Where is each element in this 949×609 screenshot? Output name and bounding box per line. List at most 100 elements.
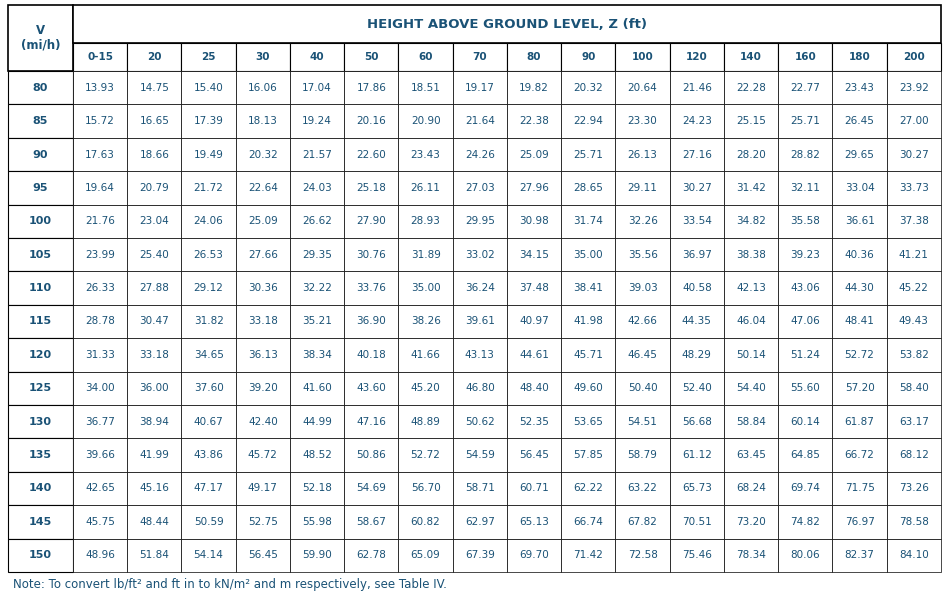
Text: 58.84: 58.84 bbox=[736, 417, 766, 427]
Text: 69.70: 69.70 bbox=[519, 551, 549, 560]
FancyBboxPatch shape bbox=[399, 538, 453, 572]
FancyBboxPatch shape bbox=[8, 304, 73, 338]
FancyBboxPatch shape bbox=[561, 272, 616, 304]
Text: 45.16: 45.16 bbox=[140, 484, 169, 493]
Text: 63.45: 63.45 bbox=[736, 450, 766, 460]
Text: 37.48: 37.48 bbox=[519, 283, 549, 293]
Text: 160: 160 bbox=[794, 52, 816, 62]
FancyBboxPatch shape bbox=[235, 338, 290, 371]
FancyBboxPatch shape bbox=[832, 304, 886, 338]
Text: 41.66: 41.66 bbox=[411, 350, 440, 360]
Text: 56.68: 56.68 bbox=[682, 417, 712, 427]
FancyBboxPatch shape bbox=[886, 205, 941, 238]
FancyBboxPatch shape bbox=[832, 138, 886, 171]
Text: 105: 105 bbox=[29, 250, 52, 259]
FancyBboxPatch shape bbox=[399, 104, 453, 138]
FancyBboxPatch shape bbox=[235, 138, 290, 171]
Text: 36.24: 36.24 bbox=[465, 283, 494, 293]
FancyBboxPatch shape bbox=[399, 338, 453, 371]
Text: 44.61: 44.61 bbox=[519, 350, 549, 360]
Text: 60.82: 60.82 bbox=[411, 517, 440, 527]
FancyBboxPatch shape bbox=[344, 405, 399, 438]
FancyBboxPatch shape bbox=[778, 338, 832, 371]
Text: 55.60: 55.60 bbox=[791, 383, 820, 393]
FancyBboxPatch shape bbox=[832, 71, 886, 104]
FancyBboxPatch shape bbox=[235, 538, 290, 572]
FancyBboxPatch shape bbox=[8, 505, 73, 538]
Text: 23.99: 23.99 bbox=[85, 250, 115, 259]
Text: 33.18: 33.18 bbox=[248, 317, 278, 326]
Text: 45.22: 45.22 bbox=[899, 283, 929, 293]
FancyBboxPatch shape bbox=[507, 71, 561, 104]
Text: 39.03: 39.03 bbox=[627, 283, 658, 293]
Text: Note: To convert lb/ft² and ft in to kN/m² and m respectively, see Table IV.: Note: To convert lb/ft² and ft in to kN/… bbox=[13, 578, 447, 591]
Text: 54.51: 54.51 bbox=[627, 417, 658, 427]
Text: 35.00: 35.00 bbox=[573, 250, 604, 259]
Text: 44.30: 44.30 bbox=[845, 283, 874, 293]
Text: 54.14: 54.14 bbox=[194, 551, 224, 560]
FancyBboxPatch shape bbox=[778, 371, 832, 405]
FancyBboxPatch shape bbox=[8, 272, 73, 304]
FancyBboxPatch shape bbox=[127, 304, 181, 338]
Text: 20: 20 bbox=[147, 52, 161, 62]
Text: 37.60: 37.60 bbox=[194, 383, 224, 393]
FancyBboxPatch shape bbox=[507, 505, 561, 538]
Text: 25.15: 25.15 bbox=[736, 116, 766, 126]
Text: 68.12: 68.12 bbox=[899, 450, 929, 460]
FancyBboxPatch shape bbox=[399, 43, 453, 71]
FancyBboxPatch shape bbox=[453, 138, 507, 171]
FancyBboxPatch shape bbox=[235, 472, 290, 505]
Text: 36.13: 36.13 bbox=[248, 350, 278, 360]
Text: 66.74: 66.74 bbox=[573, 517, 604, 527]
FancyBboxPatch shape bbox=[344, 338, 399, 371]
FancyBboxPatch shape bbox=[724, 205, 778, 238]
Text: 68.24: 68.24 bbox=[736, 484, 766, 493]
Text: 46.80: 46.80 bbox=[465, 383, 494, 393]
Text: 36.00: 36.00 bbox=[140, 383, 169, 393]
Text: 82.37: 82.37 bbox=[845, 551, 875, 560]
Text: 39.20: 39.20 bbox=[248, 383, 278, 393]
Text: 26.45: 26.45 bbox=[845, 116, 875, 126]
FancyBboxPatch shape bbox=[235, 43, 290, 71]
Text: 22.64: 22.64 bbox=[248, 183, 278, 193]
Text: 32.26: 32.26 bbox=[627, 216, 658, 227]
FancyBboxPatch shape bbox=[181, 71, 235, 104]
Text: 27.96: 27.96 bbox=[519, 183, 549, 193]
Text: 24.06: 24.06 bbox=[194, 216, 224, 227]
FancyBboxPatch shape bbox=[561, 472, 616, 505]
FancyBboxPatch shape bbox=[399, 71, 453, 104]
Text: 23.43: 23.43 bbox=[411, 149, 440, 160]
Text: HEIGHT ABOVE GROUND LEVEL, Z (ft): HEIGHT ABOVE GROUND LEVEL, Z (ft) bbox=[367, 18, 647, 30]
Text: 48.44: 48.44 bbox=[140, 517, 169, 527]
Text: 110: 110 bbox=[28, 283, 52, 293]
Text: 33.18: 33.18 bbox=[140, 350, 169, 360]
Text: 20.16: 20.16 bbox=[357, 116, 386, 126]
FancyBboxPatch shape bbox=[886, 43, 941, 71]
Text: 50.40: 50.40 bbox=[628, 383, 658, 393]
FancyBboxPatch shape bbox=[507, 371, 561, 405]
FancyBboxPatch shape bbox=[778, 472, 832, 505]
Text: 20.90: 20.90 bbox=[411, 116, 440, 126]
Text: 43.06: 43.06 bbox=[791, 283, 820, 293]
Text: 38.41: 38.41 bbox=[573, 283, 604, 293]
FancyBboxPatch shape bbox=[561, 371, 616, 405]
FancyBboxPatch shape bbox=[832, 272, 886, 304]
Text: 31.33: 31.33 bbox=[85, 350, 115, 360]
Text: 60.14: 60.14 bbox=[791, 417, 820, 427]
Text: 38.94: 38.94 bbox=[140, 417, 169, 427]
Text: 90: 90 bbox=[33, 149, 48, 160]
FancyBboxPatch shape bbox=[507, 104, 561, 138]
Text: 13.93: 13.93 bbox=[85, 83, 115, 93]
FancyBboxPatch shape bbox=[8, 71, 73, 104]
Text: 14.75: 14.75 bbox=[140, 83, 169, 93]
Text: 65.13: 65.13 bbox=[519, 517, 549, 527]
FancyBboxPatch shape bbox=[453, 104, 507, 138]
Text: 25: 25 bbox=[201, 52, 215, 62]
Text: 56.45: 56.45 bbox=[248, 551, 278, 560]
FancyBboxPatch shape bbox=[616, 371, 670, 405]
Text: 37.38: 37.38 bbox=[899, 216, 929, 227]
Text: 20.79: 20.79 bbox=[140, 183, 169, 193]
FancyBboxPatch shape bbox=[127, 438, 181, 472]
FancyBboxPatch shape bbox=[832, 171, 886, 205]
Text: 26.53: 26.53 bbox=[194, 250, 224, 259]
